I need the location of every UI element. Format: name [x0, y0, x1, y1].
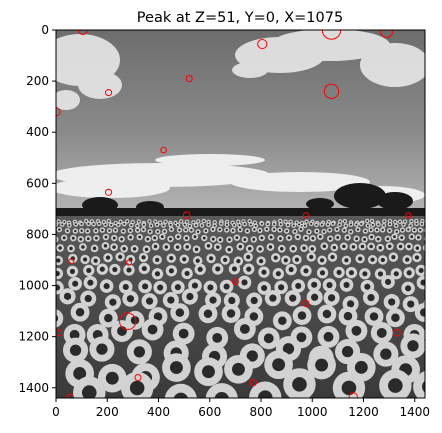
y-tick-label-6: 1200: [18, 330, 49, 344]
y-tick-label-3: 600: [26, 176, 49, 190]
x-tick-label-0: 0: [52, 405, 60, 419]
x-tick-label-5: 1000: [297, 405, 328, 419]
y-tick-label-0: 0: [41, 23, 49, 37]
x-tick-label-4: 800: [250, 405, 273, 419]
y-tick-label-1: 200: [26, 74, 49, 88]
x-axis: 0 200 400 600 800 1000 1200 1400: [52, 398, 430, 419]
x-tick-label-7: 1400: [399, 405, 430, 419]
y-tick-label-5: 1000: [18, 279, 49, 293]
y-tick-label-7: 1400: [18, 381, 49, 395]
y-axis: 0 200 400 600 800 1000 1200 1400: [18, 23, 56, 395]
y-tick-label-4: 800: [26, 227, 49, 241]
chart-title: Peak at Z=51, Y=0, X=1075: [137, 10, 343, 26]
x-tick-label-6: 1200: [348, 405, 379, 419]
x-tick-label-2: 400: [147, 405, 170, 419]
y-tick-label-2: 400: [26, 125, 49, 139]
grayscale-sunflower-image: [40, 29, 442, 416]
x-tick-label-3: 600: [198, 405, 221, 419]
x-tick-label-1: 200: [96, 405, 119, 419]
